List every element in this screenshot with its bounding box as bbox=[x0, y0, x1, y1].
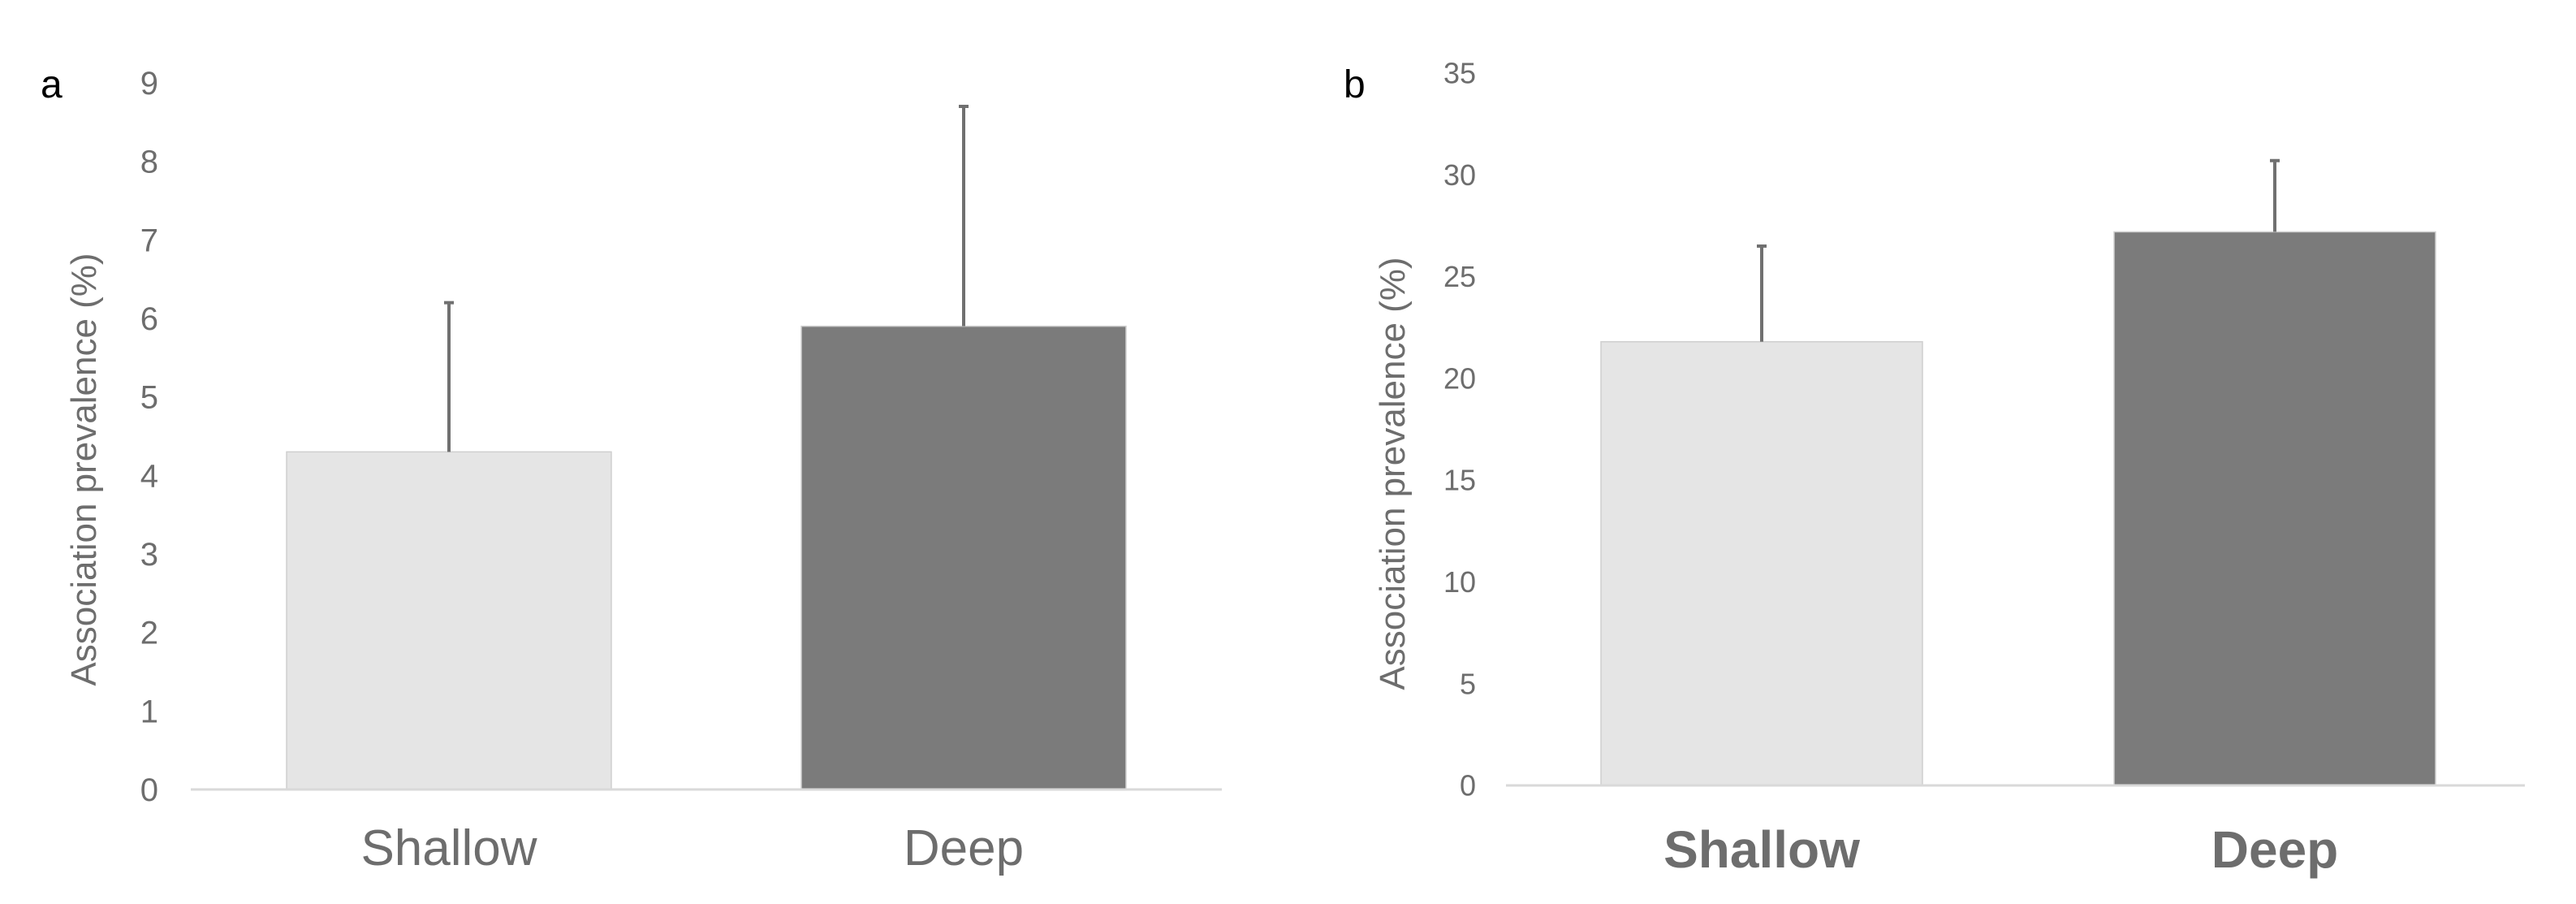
y-axis-title: Association prevalence (%) bbox=[1373, 257, 1413, 690]
x-tick-label: Deep bbox=[2211, 820, 2339, 879]
y-tick-label: 9 bbox=[140, 66, 158, 102]
y-tick-label: 30 bbox=[1443, 158, 1476, 192]
chart-b: Association prevalence (%) 0 5 10 15 20 25 30 3… bbox=[1373, 57, 2525, 879]
y-tick-label: 0 bbox=[1460, 769, 1476, 802]
y-tick-label: 10 bbox=[1443, 565, 1476, 599]
y-tick-label: 7 bbox=[140, 223, 158, 258]
error-bars bbox=[1757, 158, 2280, 342]
y-tick-label: 2 bbox=[140, 616, 158, 651]
bars bbox=[286, 325, 1127, 790]
y-tick-label: 0 bbox=[140, 772, 158, 808]
y-axis-ticks: 0 1 2 3 4 5 6 7 8 9 bbox=[140, 66, 158, 808]
x-tick-label: Shallow bbox=[1663, 820, 1860, 879]
x-axis-labels: Shallow Deep bbox=[1663, 820, 2338, 879]
y-tick-label: 35 bbox=[1443, 57, 1476, 90]
y-tick-label: 5 bbox=[140, 380, 158, 416]
bar-deep bbox=[800, 325, 1127, 790]
y-tick-label: 25 bbox=[1443, 260, 1476, 293]
y-tick-label: 3 bbox=[140, 537, 158, 573]
y-tick-label: 1 bbox=[140, 694, 158, 729]
y-tick-label: 8 bbox=[140, 145, 158, 180]
panel-label-a: a bbox=[41, 63, 63, 106]
x-tick-label: Shallow bbox=[360, 820, 537, 876]
y-tick-label: 6 bbox=[140, 301, 158, 337]
panel-label-b: b bbox=[1344, 63, 1366, 106]
bar-deep bbox=[2113, 231, 2436, 786]
x-tick-label: Deep bbox=[904, 820, 1024, 876]
y-tick-label: 20 bbox=[1443, 361, 1476, 395]
bar-shallow bbox=[286, 451, 612, 790]
y-tick-label: 4 bbox=[140, 458, 158, 494]
y-axis-title: Association prevalence (%) bbox=[64, 253, 104, 686]
y-tick-label: 5 bbox=[1460, 667, 1476, 700]
bar-shallow bbox=[1600, 341, 1923, 786]
chart-a: Association prevalence (%) 0 1 2 3 4 5 6 7 8 9 Sh… bbox=[64, 66, 1222, 876]
x-axis-labels: Shallow Deep bbox=[360, 820, 1024, 876]
bars bbox=[1600, 231, 2436, 786]
error-bars bbox=[444, 105, 969, 452]
y-axis-ticks: 0 5 10 15 20 25 30 35 bbox=[1443, 57, 1476, 802]
y-tick-label: 15 bbox=[1443, 464, 1476, 497]
